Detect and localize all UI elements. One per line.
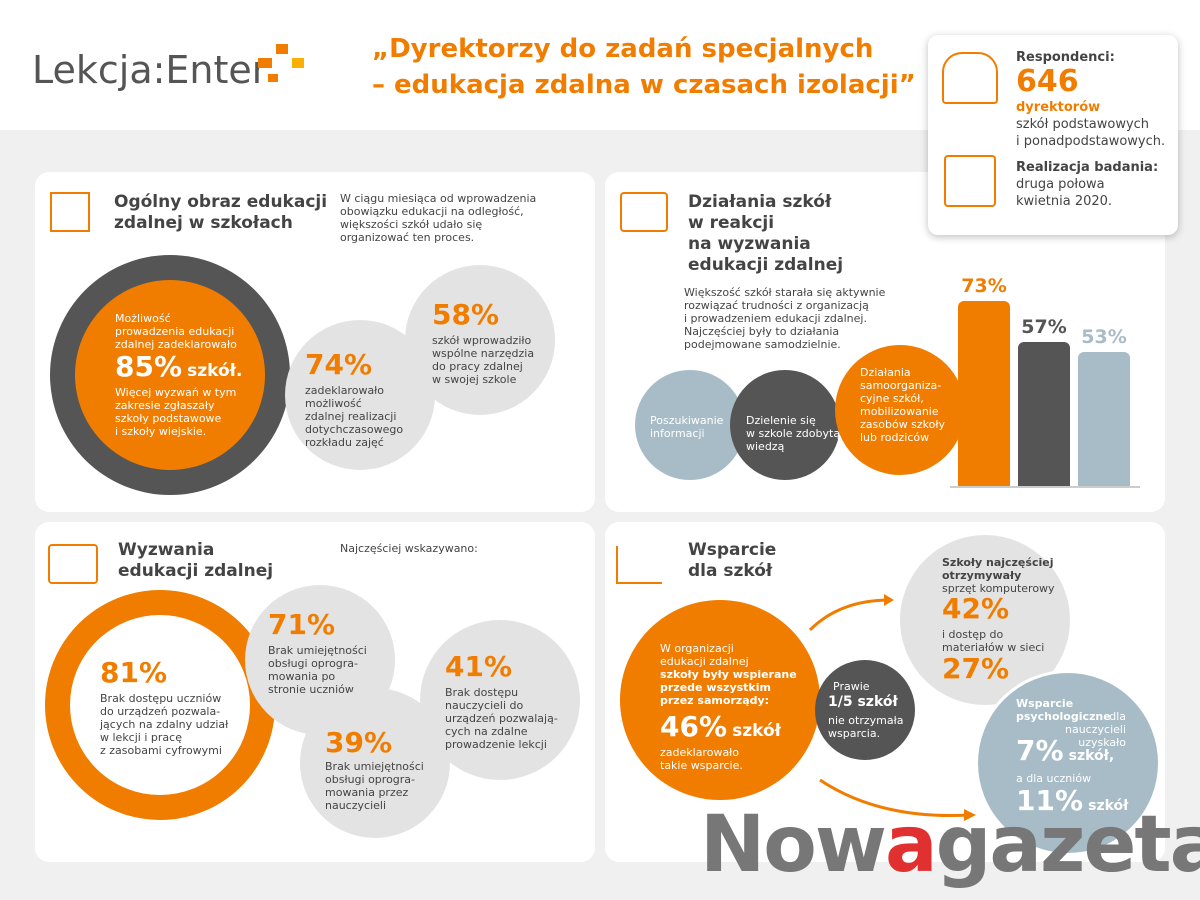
text: W organizacji edukacji zdalnej bbox=[660, 642, 749, 668]
text: szkół podstawowych i ponadpodstawowych. bbox=[1016, 117, 1166, 149]
bar-label: 53% bbox=[1081, 325, 1127, 348]
intro: Większość szkół starała się aktywnie roz… bbox=[684, 286, 886, 351]
circle bbox=[420, 620, 580, 780]
text: a bbox=[884, 800, 938, 890]
circle bbox=[730, 370, 840, 480]
panel-title: Ogólny obraz edukacji zdalnej w szkołach bbox=[114, 192, 328, 233]
text: druga połowa kwietnia 2020. bbox=[1016, 177, 1113, 209]
text: Wsparcie psychologiczne bbox=[1016, 697, 1111, 723]
text: Brak dostępu nauczycieli do urządzeń poz… bbox=[445, 686, 558, 751]
logo-icon bbox=[258, 38, 308, 88]
value: 11% bbox=[1016, 784, 1084, 817]
value: 7% bbox=[1016, 734, 1064, 767]
stat: 85% szkół. bbox=[115, 350, 242, 383]
calendar-icon bbox=[944, 155, 996, 207]
unit: szkół. bbox=[187, 361, 243, 381]
count: 646 bbox=[1016, 64, 1079, 99]
bar-label: 57% bbox=[1021, 315, 1067, 338]
value: 81% bbox=[100, 656, 168, 689]
value: 74% bbox=[305, 348, 373, 381]
text: Możliwość prowadzenia edukacji zdalnej z… bbox=[115, 312, 237, 351]
circle bbox=[620, 600, 820, 800]
unit: szkół bbox=[732, 721, 781, 741]
circle bbox=[75, 280, 265, 470]
value: 58% bbox=[432, 298, 500, 331]
icon bbox=[620, 192, 668, 232]
title: – edukacja zdalna w czasach izolacji” bbox=[372, 70, 916, 100]
text: nie otrzymała wsparcia. bbox=[828, 714, 904, 740]
stat: 11% szkół bbox=[1016, 784, 1128, 817]
text: dla nauczycieli uzyskało bbox=[1065, 710, 1126, 749]
text: Więcej wyzwań w tym zakresie zgłaszały s… bbox=[115, 386, 237, 438]
unit: szkół bbox=[1088, 798, 1129, 814]
text: Dzielenie się w szkole zdobytą wiedzą bbox=[746, 414, 841, 453]
icon bbox=[48, 544, 98, 584]
text: i dostęp do materiałów w sieci bbox=[942, 628, 1045, 654]
value: 39% bbox=[325, 726, 393, 759]
value: 71% bbox=[268, 608, 336, 641]
text: Brak umiejętności obsługi oprogra- mowan… bbox=[325, 760, 424, 812]
circle bbox=[815, 660, 915, 760]
text: szkoły były wspierane przede wszystkim p… bbox=[660, 668, 797, 707]
text: gazeta bbox=[935, 800, 1200, 890]
text: a dla uczniów bbox=[1016, 772, 1092, 785]
stat: 46% szkół bbox=[660, 710, 781, 743]
circle bbox=[635, 370, 745, 480]
logo: Lekcja:Enter bbox=[32, 48, 268, 92]
people-icon bbox=[942, 52, 998, 104]
text: Prawie bbox=[833, 680, 870, 693]
text: Brak umiejętności obsługi oprogra- mowan… bbox=[268, 644, 367, 696]
panel-title: Działania szkół w reakcji na wyzwania ed… bbox=[688, 192, 844, 275]
circle bbox=[405, 265, 555, 415]
panel-title: Wyzwania edukacji zdalnej bbox=[118, 540, 274, 581]
value: 85% bbox=[115, 350, 183, 383]
value: 41% bbox=[445, 650, 513, 683]
text: Działania samoorganiza- cyjne szkół, mob… bbox=[860, 366, 946, 444]
text: zadeklarowało możliwość zdalnej realizac… bbox=[305, 384, 404, 449]
value: 46% bbox=[660, 710, 728, 743]
title: „Dyrektorzy do zadań specjalnych bbox=[372, 34, 874, 64]
text: Szkoły najczęściej otrzymywały bbox=[942, 556, 1054, 582]
label: Realizacja badania: bbox=[1016, 160, 1159, 175]
intro: Najczęściej wskazywano: bbox=[340, 542, 478, 555]
baseline bbox=[950, 486, 1140, 488]
text: Now bbox=[700, 800, 887, 890]
bar bbox=[1018, 341, 1070, 486]
text: sprzęt komputerowy bbox=[942, 582, 1055, 595]
text: Brak dostępu uczniów do urządzeń pozwala… bbox=[100, 692, 229, 757]
watermark: Nowagazeta.pl bbox=[700, 800, 1200, 890]
arrows bbox=[808, 594, 976, 821]
unit: dyrektorów bbox=[1016, 100, 1101, 115]
respondents-box bbox=[928, 35, 1178, 235]
icon bbox=[50, 192, 90, 232]
text: zadeklarowało takie wsparcie. bbox=[660, 746, 743, 772]
unit: szkół, bbox=[1068, 748, 1115, 764]
panel-title: Wsparcie dla szkół bbox=[688, 540, 777, 581]
intro: W ciągu miesiąca od wprowadzenia obowiąz… bbox=[340, 192, 537, 244]
bar bbox=[1078, 351, 1130, 486]
label: Respondenci: bbox=[1016, 50, 1115, 65]
text: szkół wprowadziło wspólne narzędzia do p… bbox=[432, 334, 535, 386]
bar-label: 73% bbox=[961, 275, 1007, 298]
value: 42% bbox=[942, 592, 1010, 625]
value: 646 bbox=[1016, 64, 1079, 99]
value: 1/5 szkół bbox=[828, 694, 898, 710]
value: 27% bbox=[942, 652, 1010, 685]
icon bbox=[616, 546, 662, 584]
bar bbox=[958, 301, 1010, 486]
stat: 7% szkół, bbox=[1016, 734, 1114, 767]
circle bbox=[975, 670, 1161, 856]
text: Poszukiwanie informacji bbox=[650, 414, 724, 440]
circle bbox=[835, 345, 965, 475]
